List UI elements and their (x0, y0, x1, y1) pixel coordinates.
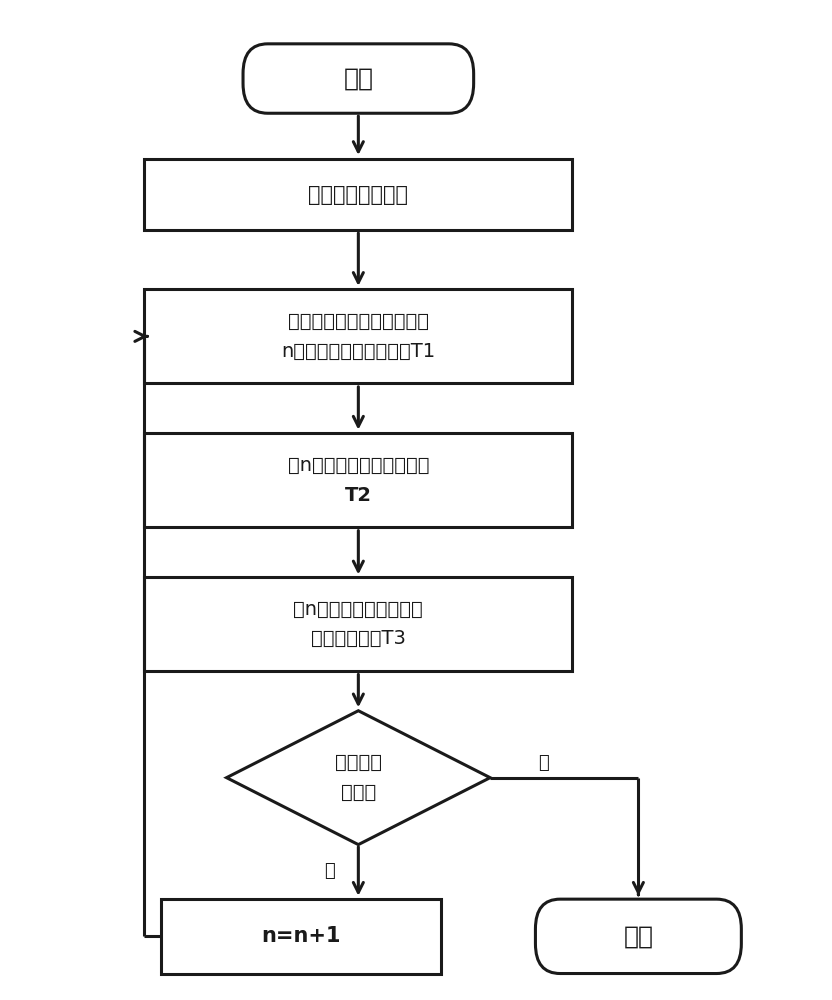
Polygon shape (226, 711, 490, 845)
Text: 结束: 结束 (623, 924, 653, 948)
Text: T2: T2 (344, 486, 372, 505)
Bar (161, 899, 441, 974)
Text: 第n段信号处理、结果输: 第n段信号处理、结果输 (294, 600, 423, 619)
FancyBboxPatch shape (243, 44, 473, 113)
Text: 测试？: 测试？ (341, 783, 376, 802)
Text: 开始: 开始 (344, 67, 374, 91)
Text: 是: 是 (324, 862, 335, 880)
Bar (144, 577, 572, 671)
Bar (144, 433, 572, 527)
Text: 否: 否 (538, 754, 549, 772)
Text: 出，处理时间T3: 出，处理时间T3 (311, 629, 406, 648)
Bar (144, 159, 572, 230)
Text: n段本振锁定，锁定时间T1: n段本振锁定，锁定时间T1 (281, 342, 435, 361)
Bar (144, 289, 572, 383)
Text: 固定程序上电加载: 固定程序上电加载 (309, 185, 409, 205)
Text: n=n+1: n=n+1 (261, 926, 340, 946)
FancyBboxPatch shape (536, 899, 741, 974)
Text: 控制硬件电路开始工作、第: 控制硬件电路开始工作、第 (288, 312, 428, 331)
Text: 是否继续: 是否继续 (334, 753, 382, 772)
Text: 第n段信号采集，采集时间: 第n段信号采集，采集时间 (288, 456, 429, 475)
